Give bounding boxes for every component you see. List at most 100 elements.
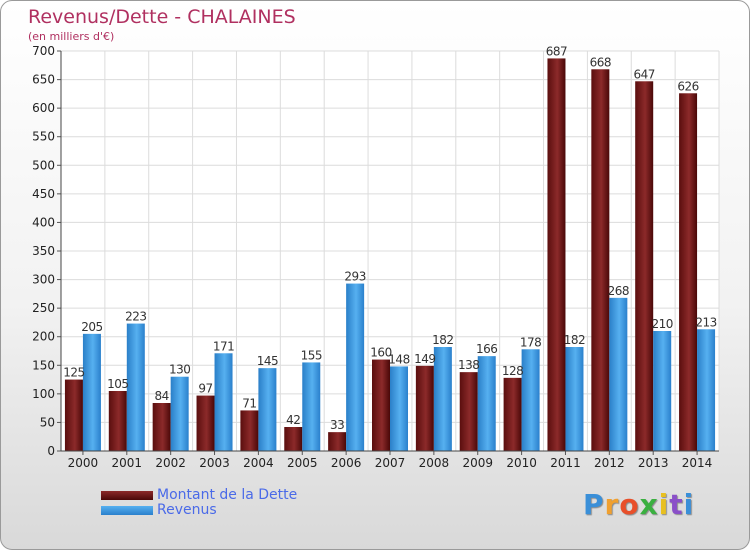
bar-dette-2008 [415, 365, 434, 451]
y-tick-label: 450 [32, 187, 55, 201]
data-label-dette-2003: 97 [198, 382, 212, 396]
bar-dette-2011 [547, 58, 566, 452]
bar-dette-2012 [591, 69, 610, 452]
y-tick-label: 0 [47, 444, 55, 458]
y-tick-label: 550 [32, 130, 55, 144]
bar-revenus-2008 [433, 347, 452, 451]
x-tick-label: 2012 [594, 456, 625, 470]
data-label-revenus-2011: 182 [564, 333, 585, 347]
x-tick-label: 2009 [462, 456, 493, 470]
bar-dette-2001 [108, 391, 127, 451]
x-tick-label: 2007 [375, 456, 406, 470]
x-tick-label: 2005 [287, 456, 318, 470]
data-label-dette-2006: 33 [330, 418, 344, 432]
data-label-dette-2012: 668 [590, 55, 611, 69]
bar-revenus-2011 [565, 347, 584, 451]
axes: 0 50 100 150 200 250 300 350 400 450 500 550 600 650 7… [32, 44, 719, 470]
data-label-revenus-2006: 293 [344, 270, 365, 284]
bars [64, 58, 716, 452]
legend-label-revenus: Revenus [157, 502, 217, 518]
logo-letter: t [669, 488, 684, 521]
bar-revenus-2013 [653, 331, 672, 451]
data-label-dette-2000: 125 [63, 366, 84, 380]
bar-revenus-2012 [609, 297, 628, 451]
data-label-dette-2004: 71 [242, 396, 256, 410]
bar-dette-2000 [64, 379, 83, 451]
x-tick-label: 2008 [419, 456, 450, 470]
x-tick-label: 2006 [331, 456, 362, 470]
logo-letter: r [604, 488, 620, 521]
logo-letter: o [619, 488, 640, 521]
bar-dette-2010 [503, 377, 522, 451]
bar-dette-2003 [196, 395, 215, 451]
y-tick-label: 300 [32, 273, 55, 287]
data-label-dette-2005: 42 [286, 413, 300, 427]
x-tick-label: 2013 [638, 456, 669, 470]
data-label-revenus-2013: 210 [651, 317, 672, 331]
bar-dette-2004 [240, 410, 259, 451]
data-label-revenus-2010: 178 [520, 335, 541, 349]
bar-revenus-2010 [521, 349, 540, 451]
bar-revenus-2002 [170, 376, 189, 451]
bar-dette-2014 [679, 93, 698, 452]
data-label-revenus-2009: 166 [476, 342, 497, 356]
data-label-dette-2011: 687 [546, 44, 567, 58]
data-label-revenus-2001: 223 [125, 310, 146, 324]
x-tick-label: 2000 [68, 456, 99, 470]
y-tick-label: 100 [32, 387, 55, 401]
data-label-dette-2001: 105 [107, 377, 128, 391]
data-label-dette-2009: 138 [458, 358, 479, 372]
data-label-revenus-2003: 171 [213, 339, 234, 353]
x-tick-label: 2003 [199, 456, 230, 470]
chart-subtitle: (en milliers d'€) [28, 30, 115, 43]
x-tick-label: 2002 [155, 456, 186, 470]
data-label-revenus-2004: 145 [257, 354, 278, 368]
bar-dette-2005 [284, 427, 303, 451]
y-tick-label: 600 [32, 101, 55, 115]
data-label-dette-2008: 149 [414, 352, 435, 366]
bar-revenus-2009 [477, 356, 496, 451]
data-label-dette-2002: 84 [155, 389, 169, 403]
bar-revenus-2007 [390, 366, 408, 451]
y-tick-label: 200 [32, 330, 55, 344]
bar-revenus-2006 [346, 283, 365, 451]
bar-revenus-2014 [697, 329, 716, 451]
data-label-revenus-2014: 213 [695, 315, 716, 329]
data-label-revenus-2005: 155 [301, 348, 322, 362]
y-tick-label: 150 [32, 358, 55, 372]
bar-dette-2007 [372, 359, 390, 451]
y-tick-label: 650 [32, 73, 55, 87]
data-label-dette-2010: 128 [502, 364, 523, 378]
bar-revenus-2001 [126, 323, 145, 451]
bar-revenus-2003 [214, 353, 233, 451]
y-tick-label: 700 [32, 44, 55, 58]
y-tick-label: 350 [32, 244, 55, 258]
logo-letter: P [583, 488, 605, 521]
logo-letter: i [658, 488, 670, 521]
data-label-dette-2013: 647 [633, 67, 654, 81]
bar-revenus-2000 [82, 333, 101, 451]
data-label-revenus-2008: 182 [432, 333, 453, 347]
legend-swatch-dette [101, 491, 153, 500]
proxiti-logo: Proxiti [583, 488, 694, 521]
x-tick-label: 2011 [550, 456, 581, 470]
x-tick-label: 2010 [506, 456, 537, 470]
bar-revenus-2005 [302, 362, 321, 451]
chart-title: Revenus/Dette - CHALAINES [28, 6, 296, 28]
bar-dette-2006 [328, 432, 347, 451]
logo-letter: i [683, 488, 695, 521]
bar-dette-2013 [635, 81, 654, 452]
y-tick-label: 500 [32, 158, 55, 172]
legend-label-dette: Montant de la Dette [157, 487, 298, 503]
bar-dette-2009 [459, 372, 478, 451]
x-tick-label: 2004 [243, 456, 274, 470]
x-tick-label: 2014 [682, 456, 713, 470]
y-tick-label: 50 [40, 415, 55, 429]
legend-swatch-revenus [101, 506, 153, 515]
data-label-revenus-2000: 205 [81, 320, 102, 334]
bar-dette-2002 [152, 403, 171, 451]
data-label-revenus-2002: 130 [169, 363, 190, 377]
